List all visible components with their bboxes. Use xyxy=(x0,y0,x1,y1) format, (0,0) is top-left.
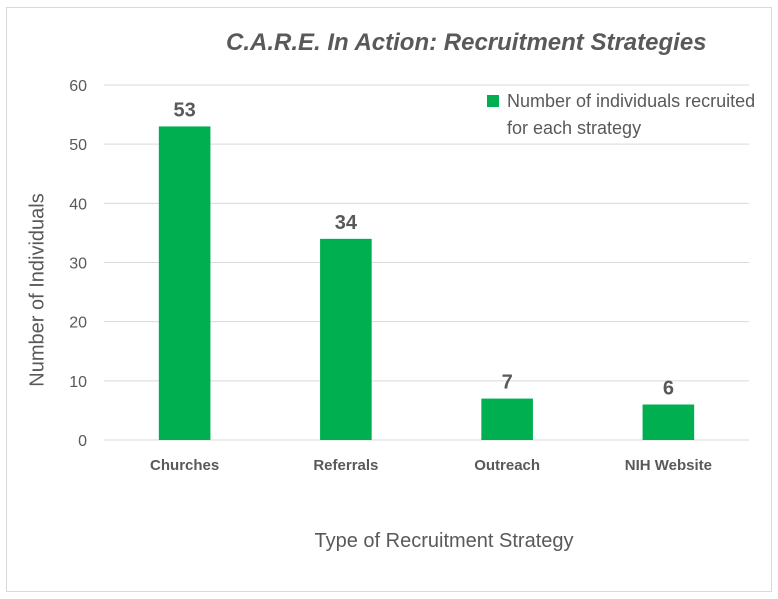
y-tick-label: 10 xyxy=(69,374,87,391)
x-tick-label: NIH Website xyxy=(625,457,712,474)
y-tick-label: 50 xyxy=(69,137,87,154)
data-label: 7 xyxy=(502,372,513,394)
y-tick-label: 20 xyxy=(69,315,87,332)
chart-frame xyxy=(6,7,772,592)
legend-swatch xyxy=(487,95,499,107)
x-tick-label: Referrals xyxy=(313,457,378,474)
x-tick-label: Churches xyxy=(150,457,219,474)
chart-title: C.A.R.E. In Action: Recruitment Strategi… xyxy=(226,29,707,56)
y-tick-label: 0 xyxy=(78,433,87,450)
x-tick-label: Outreach xyxy=(474,457,540,474)
x-axis-title: Type of Recruitment Strategy xyxy=(314,530,574,552)
bar xyxy=(481,398,533,440)
y-tick-label: 40 xyxy=(69,196,87,213)
y-tick-label: 30 xyxy=(69,256,87,273)
bar xyxy=(320,238,372,440)
legend-label: Number of individuals recruited for each… xyxy=(507,91,756,138)
y-tick-label: 60 xyxy=(69,78,87,95)
bar xyxy=(158,126,211,441)
data-label: 34 xyxy=(335,212,358,234)
data-label: 53 xyxy=(174,99,196,121)
data-label: 6 xyxy=(663,378,674,400)
bar xyxy=(642,404,695,440)
